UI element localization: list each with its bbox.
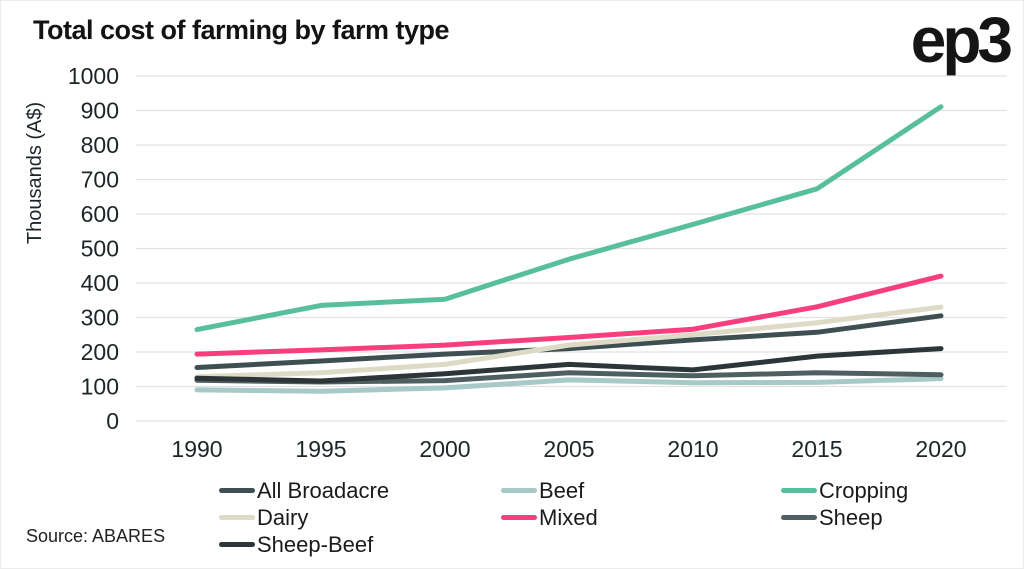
legend-item-sheep-beef: Sheep-Beef bbox=[219, 531, 501, 558]
legend-swatch-all-broadacre bbox=[219, 488, 255, 493]
legend-label: Dairy bbox=[257, 504, 309, 530]
y-tick-label: 800 bbox=[81, 132, 119, 158]
series-line-dairy bbox=[194, 304, 944, 380]
x-tick-label: 1995 bbox=[295, 436, 346, 462]
y-axis-title: Thousands (A$) bbox=[24, 102, 46, 244]
legend-swatch-beef bbox=[501, 488, 537, 493]
x-tick-label: 2015 bbox=[791, 436, 842, 462]
y-tick-label: 700 bbox=[81, 167, 119, 193]
legend-swatch-mixed bbox=[501, 515, 537, 520]
ep3-logo: ep3 bbox=[910, 4, 1013, 76]
y-tick-label: 200 bbox=[81, 339, 119, 365]
x-tick-label: 2000 bbox=[419, 436, 470, 462]
y-tick-label: 600 bbox=[81, 201, 119, 227]
series-line-beef bbox=[194, 376, 944, 394]
chart-legend: All Broadacre Beef Cropping Dairy Mixed Sheep… bbox=[1, 477, 1011, 558]
y-tick-label: 0 bbox=[106, 408, 119, 434]
y-tick-label: 500 bbox=[81, 236, 119, 262]
chart-title: Total cost of farming by farm type bbox=[33, 15, 450, 45]
legend-item-all-broadacre: All Broadacre bbox=[219, 477, 501, 504]
legend-label: Mixed bbox=[539, 504, 598, 530]
legend-label: Sheep bbox=[819, 504, 883, 530]
legend-label: Sheep-Beef bbox=[257, 531, 374, 557]
source-note: Source: ABARES bbox=[26, 526, 166, 546]
legend-label: Cropping bbox=[819, 477, 909, 503]
legend-item-dairy: Dairy bbox=[219, 504, 501, 531]
y-tick-label: 100 bbox=[81, 374, 119, 400]
series-line-mixed bbox=[194, 273, 944, 357]
y-tick-label: 300 bbox=[81, 305, 119, 331]
legend-label: Beef bbox=[539, 477, 585, 503]
legend-swatch-dairy bbox=[219, 515, 255, 520]
x-tick-label: 2010 bbox=[667, 436, 718, 462]
legend-item-beef: Beef bbox=[501, 477, 781, 504]
legend-label: All Broadacre bbox=[257, 477, 390, 503]
legend-item-sheep: Sheep bbox=[781, 504, 1011, 531]
x-tick-label: 1990 bbox=[171, 436, 222, 462]
series-line-cropping bbox=[194, 104, 944, 333]
y-tick-label: 900 bbox=[81, 98, 119, 124]
legend-swatch-cropping bbox=[781, 488, 817, 493]
legend-swatch-sheep bbox=[781, 515, 817, 520]
legend-item-cropping: Cropping bbox=[781, 477, 1011, 504]
x-tick-label: 2020 bbox=[915, 436, 966, 462]
series-line-sheep-beef bbox=[194, 346, 944, 384]
x-tick-label: 2005 bbox=[543, 436, 594, 462]
y-tick-label: 400 bbox=[81, 270, 119, 296]
y-tick-label: 1000 bbox=[68, 63, 119, 89]
legend-item-mixed: Mixed bbox=[501, 504, 781, 531]
series-line-all-broadacre bbox=[194, 313, 944, 370]
legend-swatch-sheep-beef bbox=[219, 542, 255, 547]
